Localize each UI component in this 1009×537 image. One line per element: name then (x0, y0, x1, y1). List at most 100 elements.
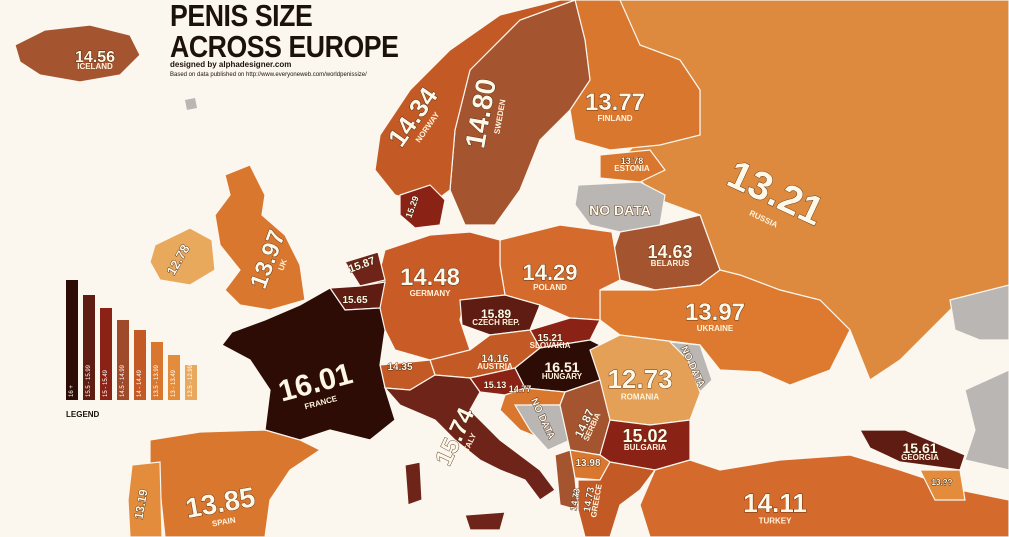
country-name: BELARUS (651, 259, 690, 268)
country-label: 14.77 (508, 384, 532, 395)
region-iceland[interactable] (14, 24, 141, 83)
region-greece[interactable] (577, 461, 657, 537)
region-bosnia-nodata[interactable] (513, 404, 571, 451)
legend-bar-label: 13.5 - 13.99 (154, 364, 160, 397)
country-value: 14.73 (582, 486, 597, 513)
legend: 16 + 15.5 - 15.99 15 - 15.49 14.5 - 14.99 14… (62, 262, 212, 422)
country-value: 15.13 (484, 380, 507, 390)
region-netherlands[interactable] (344, 251, 386, 287)
country-name: UKRAINE (697, 324, 734, 333)
country-label: 13.98 (575, 458, 601, 470)
legend-bar: 12.5 - 12.99 (185, 365, 197, 400)
country-label: 14.35 (387, 362, 413, 374)
legend-bar: 14.5 - 14.99 (117, 320, 129, 400)
region-sardinia[interactable] (404, 461, 423, 506)
region-france[interactable] (221, 287, 396, 441)
legend-bar: 16 + (66, 280, 78, 400)
country-name: ESTONIA (614, 164, 650, 173)
country-value: 14.73 (568, 488, 582, 512)
region-ireland[interactable] (149, 227, 216, 286)
country-name: SLOVAKIA (530, 341, 571, 350)
country-name: POLAND (533, 283, 567, 292)
region-italy[interactable] (383, 374, 556, 501)
country-value: 14.11 (743, 488, 807, 518)
country-name: AUSTRIA (477, 362, 513, 371)
country-value: 14.56 (75, 49, 115, 66)
country-value: 13.78 (621, 156, 644, 166)
country-name: ROMANIA (621, 393, 659, 402)
country-label: NO DATA (589, 202, 652, 219)
region-sicily[interactable] (464, 511, 506, 531)
legend-bar: 15.5 - 15.99 (83, 295, 95, 400)
country-value: 15.21 (537, 333, 562, 344)
country-value: 16.51 (544, 359, 579, 375)
country-name: GERMANY (410, 289, 452, 298)
region-albania[interactable] (554, 449, 579, 511)
country-name: HUNGARY (542, 372, 583, 381)
region-uk[interactable] (214, 164, 306, 311)
region-armenia[interactable] (919, 469, 966, 501)
data-source-link[interactable]: Based on data published on http://www.ev… (170, 72, 367, 78)
country-label: 15.13 (483, 380, 507, 391)
country-label: 13.?? (931, 478, 953, 488)
country-value: 13.97 (685, 299, 745, 326)
region-southeast-nodata[interactable] (964, 369, 1009, 471)
page-title: PENIS SIZE ACROSS EUROPE (170, 0, 399, 62)
country-value: 13.98 (575, 458, 600, 469)
country-value: 14.63 (647, 242, 692, 262)
designer-credit: designed by alphadesigner.com (170, 60, 292, 69)
country-value: NO DATA (589, 202, 651, 218)
country-name: SPAIN (211, 515, 236, 528)
country-name: TURKEY (759, 517, 793, 526)
country-value: 13.77 (585, 89, 645, 116)
legend-bar-label: 14 - 14.49 (137, 369, 143, 397)
legend-bar-label: 15.5 - 15.99 (86, 364, 92, 397)
region-faroe (185, 98, 197, 110)
black-sea (700, 380, 880, 455)
region-portugal[interactable] (127, 461, 163, 537)
legend-bar-label: 15 - 15.49 (103, 369, 109, 397)
country-value: 14.77 (509, 384, 532, 394)
legend-bar: 15 - 15.49 (100, 308, 112, 400)
legend-bar: 13 - 13.49 (168, 355, 180, 400)
region-moldova-nodata[interactable] (668, 341, 713, 394)
region-east-nodata[interactable] (949, 284, 1009, 341)
country-value: 15.65 (342, 295, 367, 306)
country-name: UK (277, 258, 289, 272)
region-estonia[interactable] (599, 149, 666, 183)
legend-bar: 13.5 - 13.99 (151, 342, 163, 400)
country-name: ICELAND (77, 62, 113, 71)
title-line-1: PENIS SIZE (170, 0, 313, 33)
legend-bar-label: 12.5 - 12.99 (188, 364, 194, 397)
legend-title: LEGEND (66, 410, 100, 419)
legend-bar-label: 14.5 - 14.99 (120, 364, 126, 397)
country-name: GEORGIA (901, 453, 939, 462)
region-denmark[interactable] (399, 184, 446, 229)
legend-bar-label: 13 - 13.49 (171, 369, 177, 397)
country-value: 15.61 (902, 440, 937, 456)
country-label: 13.19 (131, 488, 151, 521)
country-value: 14.35 (387, 362, 412, 373)
country-value: 12.73 (607, 364, 672, 394)
country-label: 14.73 (568, 487, 583, 512)
country-value: 15.89 (481, 307, 511, 321)
country-name: FINLAND (597, 114, 632, 123)
country-value: 13.?? (932, 478, 953, 487)
legend-bar: 14 - 14.49 (134, 330, 146, 400)
